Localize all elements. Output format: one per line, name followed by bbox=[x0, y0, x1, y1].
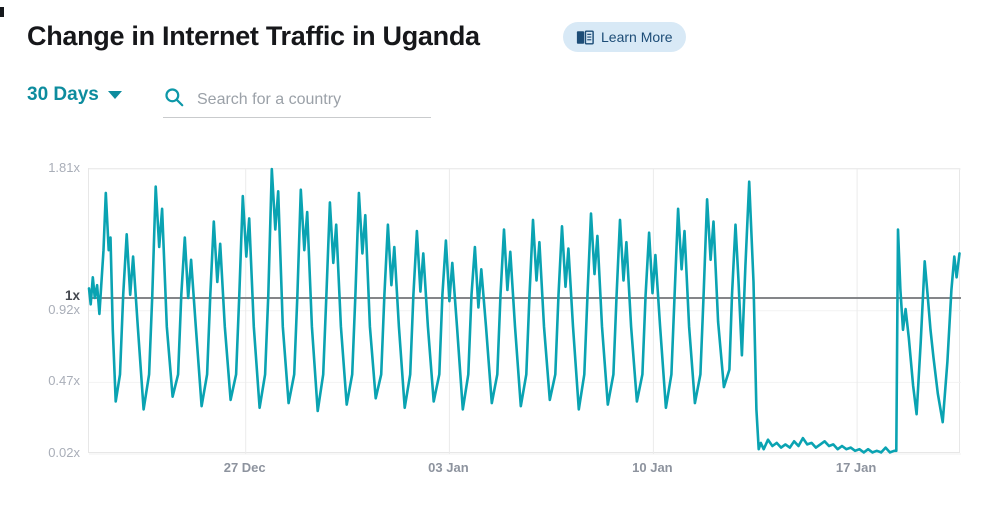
search-input[interactable] bbox=[197, 90, 431, 109]
book-icon bbox=[576, 29, 594, 45]
learn-more-button[interactable]: Learn More bbox=[563, 22, 686, 52]
chevron-down-icon bbox=[107, 91, 122, 99]
time-range-label: 30 Days bbox=[27, 84, 99, 105]
x-tick-label: 03 Jan bbox=[428, 460, 469, 475]
baseline-1x-label: 1x bbox=[64, 287, 80, 303]
x-tick-label: 27 Dec bbox=[223, 460, 266, 475]
search-icon bbox=[163, 86, 185, 113]
traffic-line bbox=[87, 167, 961, 454]
y-tick-label: 1.81x bbox=[48, 160, 80, 175]
screen-edge-artifact bbox=[0, 7, 4, 17]
country-search bbox=[163, 82, 431, 118]
y-tick-label: 0.47x bbox=[48, 373, 80, 389]
y-tick-label: 0.02x bbox=[48, 445, 80, 460]
x-tick-label: 10 Jan bbox=[632, 460, 673, 475]
plot-area[interactable] bbox=[87, 167, 961, 455]
y-tick-label: 0.92x bbox=[48, 301, 80, 317]
learn-more-label: Learn More bbox=[601, 29, 673, 45]
time-range-dropdown[interactable]: 30 Days bbox=[27, 84, 122, 106]
x-tick-label: 17 Jan bbox=[835, 460, 877, 475]
page-title: Change in Internet Traffic in Uganda bbox=[27, 21, 480, 51]
